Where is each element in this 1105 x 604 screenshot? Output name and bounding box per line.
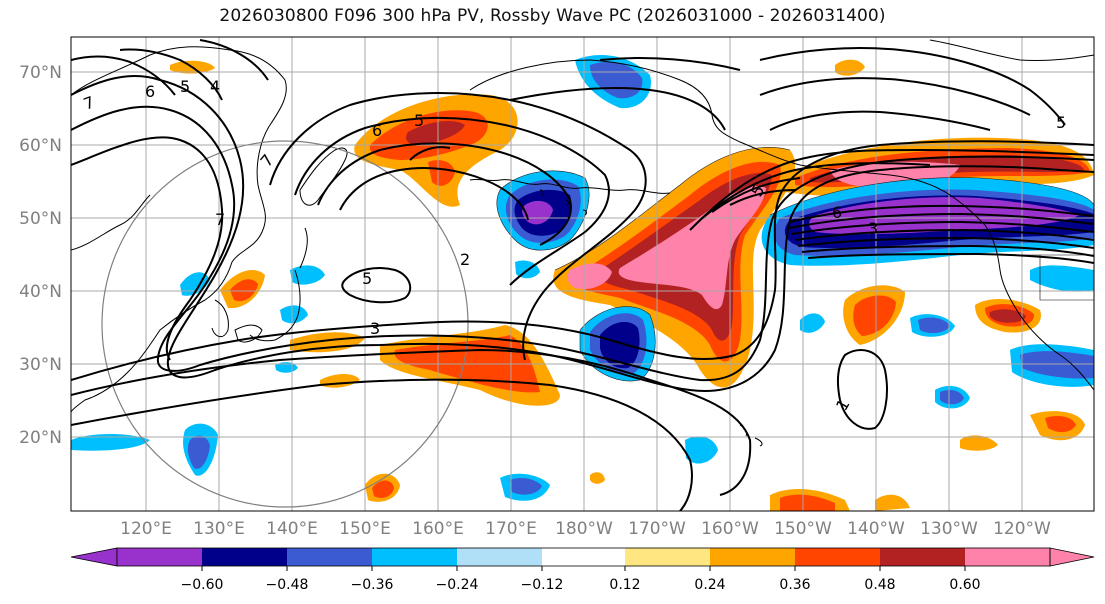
colorbar-bin: [202, 548, 287, 566]
lon-label: 150°W: [774, 519, 832, 539]
contour-label: 5: [180, 77, 190, 96]
lon-label: 160°W: [701, 519, 759, 539]
lat-label: 60°N: [19, 136, 62, 156]
contour-label: 2: [460, 250, 470, 269]
map-title: 2026030800 F096 300 hPa PV, Rossby Wave …: [219, 6, 886, 26]
colorbar-tick-label: 0.12: [609, 577, 640, 593]
colorbar-tick-label: −0.36: [351, 577, 394, 593]
lon-label: 170°E: [485, 519, 537, 539]
colorbar-bin: [965, 548, 1050, 566]
colorbar-tick-label: 0.48: [864, 577, 895, 593]
colorbar-bin: [117, 548, 202, 566]
lat-label: 30°N: [19, 355, 62, 375]
contour-label: 3: [370, 319, 380, 338]
map-plot-area: 7 6 5 4 6 5 7 7 5 2 5 3 6 3 5 1: [71, 37, 1094, 511]
contour-label: 6: [145, 82, 155, 101]
lon-labels: 120°E 130°E 140°E 150°E 160°E 170°E 180°…: [120, 519, 1051, 539]
contour-label: 1: [832, 396, 854, 414]
contour-label: 7: [81, 92, 97, 113]
lon-label: 140°E: [266, 519, 318, 539]
lat-label: 20°N: [19, 428, 62, 448]
shade-edges: [496, 147, 1094, 382]
lat-labels: 70°N 60°N 50°N 40°N 30°N 20°N: [19, 63, 62, 448]
lat-label: 40°N: [19, 282, 62, 302]
colorbar-tick-label: −0.48: [266, 577, 309, 593]
colorbar-bin: [880, 548, 965, 566]
contour-label: 6: [832, 203, 842, 222]
contour-label: 4: [210, 77, 220, 96]
colorbar-bin: [795, 548, 880, 566]
colorbar: −0.60 −0.48 −0.36 −0.24 −0.12 0.12 0.24 …: [70, 547, 1095, 593]
pv-contours: [71, 39, 1094, 511]
colorbar-tick-label: 0.24: [694, 577, 725, 593]
contour-label: 7: [215, 210, 225, 229]
colorbar-outline: [116, 547, 1051, 567]
lon-label: 140°W: [847, 519, 905, 539]
contour-label: 6: [372, 121, 382, 140]
contour-label: 5: [1056, 113, 1066, 132]
colorbar-bin: [625, 548, 710, 566]
contour-label: 7: [257, 151, 278, 171]
lat-label: 50°N: [19, 209, 62, 229]
colorbar-tick-label: −0.60: [181, 577, 224, 593]
colorbar-bin: [542, 548, 625, 566]
lon-label: 170°W: [628, 519, 686, 539]
lon-label: 130°E: [193, 519, 245, 539]
contour-label: 3: [868, 219, 878, 238]
colorbar-tick-label: −0.12: [521, 577, 564, 593]
colorbar-tick-label: 0.60: [949, 577, 980, 593]
colorbar-bin: [287, 548, 372, 566]
lat-label: 70°N: [19, 63, 62, 83]
colorbar-bin: [710, 548, 795, 566]
projection-circle: [101, 140, 469, 508]
colorbar-extend-left: [70, 547, 118, 567]
lon-label: 160°E: [412, 519, 464, 539]
colorbar-tick-labels: −0.60 −0.48 −0.36 −0.24 −0.12 0.12 0.24 …: [181, 577, 981, 593]
colorbar-tick-label: −0.24: [436, 577, 479, 593]
contour-label: 5: [414, 111, 424, 130]
colorbar-ticks: [201, 566, 966, 571]
lon-label: 130°W: [920, 519, 978, 539]
contour-label: 5: [362, 269, 372, 288]
colorbar-bin: [372, 548, 457, 566]
lon-label: 120°E: [120, 519, 172, 539]
colorbar-bin: [457, 548, 542, 566]
colorbar-tick-label: 0.36: [779, 577, 810, 593]
map-frame: [70, 36, 1095, 512]
lon-label: 150°E: [339, 519, 391, 539]
lon-label: 180°W: [555, 519, 613, 539]
lon-label: 120°W: [993, 519, 1051, 539]
gridlines: [71, 37, 1094, 511]
colorbar-extend-right: [1049, 547, 1095, 567]
